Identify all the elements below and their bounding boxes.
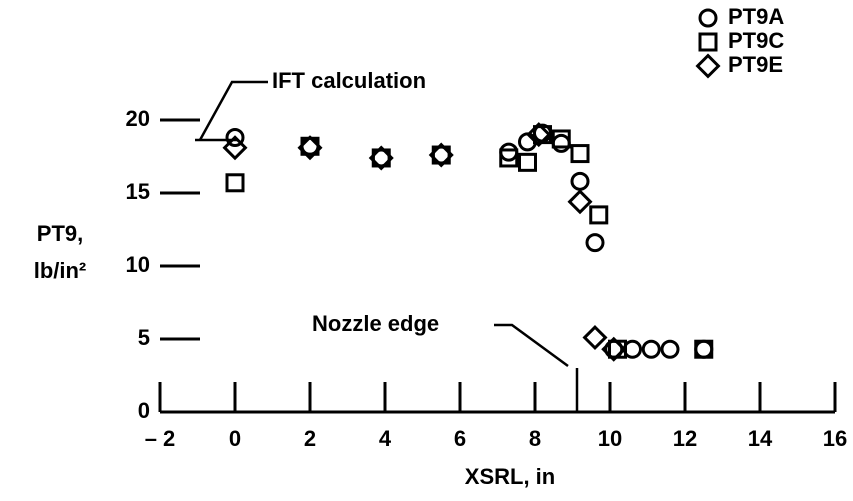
- legend-marker: [698, 8, 718, 28]
- y-axis-label: lb/in²: [34, 258, 87, 283]
- x-tick-label: – 2: [145, 426, 176, 451]
- x-tick-label: 8: [529, 426, 541, 451]
- x-tick-label: 0: [229, 426, 241, 451]
- annotation: Nozzle edge: [312, 311, 439, 336]
- x-axis-label: XSRL, in: [465, 464, 555, 489]
- annotation: IFT calculation: [272, 68, 426, 93]
- data-point: [222, 135, 248, 161]
- data-point: [694, 339, 714, 359]
- data-point: [499, 148, 519, 168]
- y-tick-label: 15: [126, 179, 150, 204]
- legend-marker: [698, 32, 718, 52]
- x-tick-label: 16: [823, 426, 847, 451]
- data-point: [570, 171, 590, 191]
- data-point: [660, 339, 680, 359]
- x-tick-label: 6: [454, 426, 466, 451]
- y-tick-label: 10: [126, 252, 150, 277]
- x-tick-label: 12: [673, 426, 697, 451]
- data-point: [368, 145, 394, 171]
- data-point: [567, 189, 593, 215]
- data-point: [551, 129, 571, 149]
- x-tick-label: 14: [748, 426, 773, 451]
- leader: [198, 80, 268, 141]
- data-point: [551, 133, 571, 153]
- data-point: [371, 148, 391, 168]
- y-tick-label: 20: [126, 106, 150, 131]
- data-point: [601, 336, 627, 362]
- data-point: [518, 152, 537, 172]
- x-tick-label: 10: [598, 426, 622, 451]
- data-point: [585, 233, 605, 253]
- legend-marker: [695, 53, 721, 79]
- data-point: [428, 142, 454, 168]
- x-tick-label: 2: [304, 426, 316, 451]
- data-point: [694, 339, 714, 359]
- data-point: [499, 142, 519, 162]
- data-point: [225, 128, 245, 148]
- data-point: [225, 173, 245, 193]
- y-tick-label: 5: [138, 325, 150, 350]
- legend-label: PT9A: [728, 4, 784, 29]
- legend-label: PT9C: [728, 28, 784, 53]
- legend-label: PT9E: [728, 52, 783, 77]
- y-axis-label: PT9,: [37, 221, 83, 246]
- annotation-leaders: [195, 80, 579, 412]
- data-point: [641, 339, 661, 359]
- y-tick-label: 0: [138, 398, 150, 423]
- data-point: [526, 122, 552, 148]
- leader: [494, 323, 569, 368]
- x-tick-label: 4: [379, 426, 392, 451]
- data-point: [570, 144, 590, 164]
- data-point: [582, 325, 608, 351]
- data-point: [297, 135, 323, 161]
- data-point: [589, 205, 609, 225]
- data-point: [431, 145, 451, 165]
